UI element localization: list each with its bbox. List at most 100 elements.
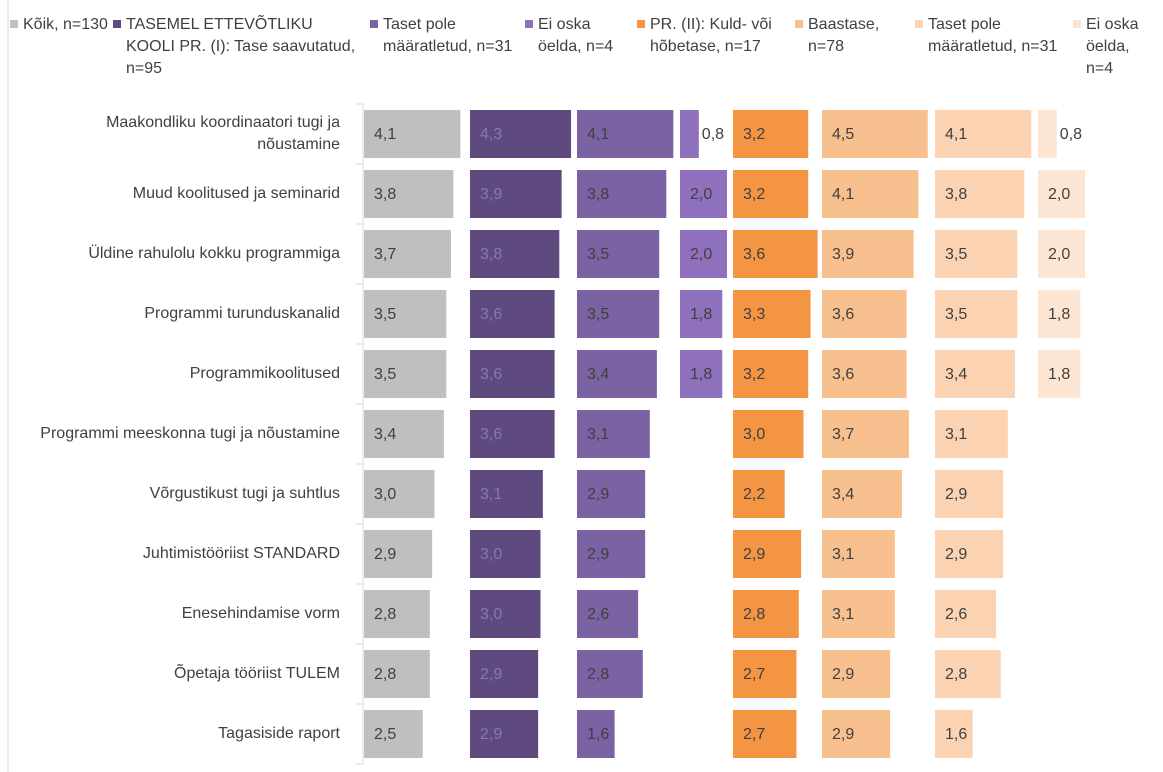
value-label: 1,8: [690, 366, 712, 383]
bar: [577, 230, 660, 278]
value-label: 3,5: [945, 306, 967, 323]
value-label: 3,5: [587, 246, 609, 263]
value-label: 2,9: [945, 486, 967, 503]
value-label: 3,9: [480, 186, 502, 203]
bar: [577, 470, 646, 518]
legend-swatch: [525, 20, 533, 28]
value-label: 2,7: [743, 726, 765, 743]
legend-label: Kõik, n=130: [23, 16, 108, 33]
bar: [733, 110, 809, 158]
value-label: 3,5: [374, 366, 396, 383]
value-label: 3,0: [480, 546, 502, 563]
bar: [733, 590, 799, 638]
value-label: 3,2: [743, 186, 765, 203]
bar: [364, 290, 447, 338]
bar: [577, 110, 674, 158]
value-label: 2,9: [743, 546, 765, 563]
bar: [470, 170, 562, 218]
bar: [935, 590, 997, 638]
legend-label: PR. (II): Kuld- või hõbetase, n=17: [650, 16, 772, 55]
value-label: 4,1: [587, 126, 609, 143]
value-label: 4,1: [374, 126, 396, 143]
bar: [935, 230, 1018, 278]
bar: [680, 230, 727, 278]
value-label: 3,1: [587, 426, 609, 443]
legend-label: Taset pole määratletud, n=31: [928, 16, 1058, 55]
bar: [733, 650, 797, 698]
category-label: Enesehindamise vorm: [181, 605, 340, 622]
bar: [577, 350, 657, 398]
value-label: 3,8: [480, 246, 502, 263]
value-label: 2,8: [587, 666, 609, 683]
bar: [1038, 350, 1081, 398]
category-label: Üldine rahulolu kokku programmiga: [88, 245, 340, 262]
legend-swatch: [370, 20, 378, 28]
bar: [935, 110, 1032, 158]
bar: [680, 110, 699, 158]
bar: [470, 530, 541, 578]
bar: [364, 110, 461, 158]
bar: [364, 470, 435, 518]
value-label: 1,8: [690, 306, 712, 323]
bar: [822, 530, 895, 578]
value-label: 2,8: [743, 606, 765, 623]
bar: [577, 590, 639, 638]
bar: [1038, 290, 1081, 338]
value-label: 2,9: [480, 726, 502, 743]
value-label: 3,5: [945, 246, 967, 263]
value-label: 2,6: [587, 606, 609, 623]
category-label: Maakondliku koordinaatori tugi ja nõusta…: [106, 114, 340, 153]
bar: [935, 710, 973, 758]
bar: [577, 170, 667, 218]
bar: [733, 290, 811, 338]
bar: [733, 350, 809, 398]
category-label: Muud koolitused ja seminarid: [132, 185, 340, 202]
bar: [577, 650, 643, 698]
bar: [470, 470, 543, 518]
value-label: 3,8: [945, 186, 967, 203]
category-label: Programmi turunduskanalid: [144, 305, 340, 322]
value-label: 3,2: [743, 366, 765, 383]
category-label: Programmi meeskonna tugi ja nõustamine: [40, 425, 340, 442]
value-label: 3,3: [743, 306, 765, 323]
value-label: 3,4: [587, 366, 609, 383]
value-label: 3,5: [587, 306, 609, 323]
value-label: 2,9: [587, 546, 609, 563]
value-label: 3,6: [480, 426, 502, 443]
value-label: 2,0: [690, 186, 712, 203]
bar: [733, 470, 785, 518]
value-label: 2,8: [945, 666, 967, 683]
value-label: 3,6: [480, 366, 502, 383]
bar: [935, 650, 1001, 698]
bar: [680, 170, 727, 218]
value-label: 2,9: [832, 726, 854, 743]
value-label: 3,7: [832, 426, 854, 443]
value-label: 3,6: [832, 306, 854, 323]
legend-label: Ei oska öelda, n=4: [538, 16, 614, 55]
value-label: 3,8: [587, 186, 609, 203]
bar: [577, 290, 660, 338]
bar: [364, 590, 430, 638]
value-label: 3,0: [743, 426, 765, 443]
legend-swatch: [637, 20, 645, 28]
value-label: 3,1: [832, 606, 854, 623]
bar: [822, 170, 919, 218]
value-label: 2,7: [743, 666, 765, 683]
value-label: 2,9: [480, 666, 502, 683]
value-label: 1,6: [945, 726, 967, 743]
bar: [935, 470, 1004, 518]
value-label: 2,0: [690, 246, 712, 263]
value-label: 3,7: [374, 246, 396, 263]
bar: [680, 290, 723, 338]
category-label: Programmikoolitused: [189, 365, 340, 382]
value-label: 2,0: [1048, 246, 1070, 263]
value-label: 2,8: [374, 606, 396, 623]
bar: [364, 350, 447, 398]
bar: [470, 290, 555, 338]
bar: [822, 650, 891, 698]
legend-swatch: [795, 20, 803, 28]
bar: [577, 530, 646, 578]
legend-swatch: [1073, 20, 1081, 28]
